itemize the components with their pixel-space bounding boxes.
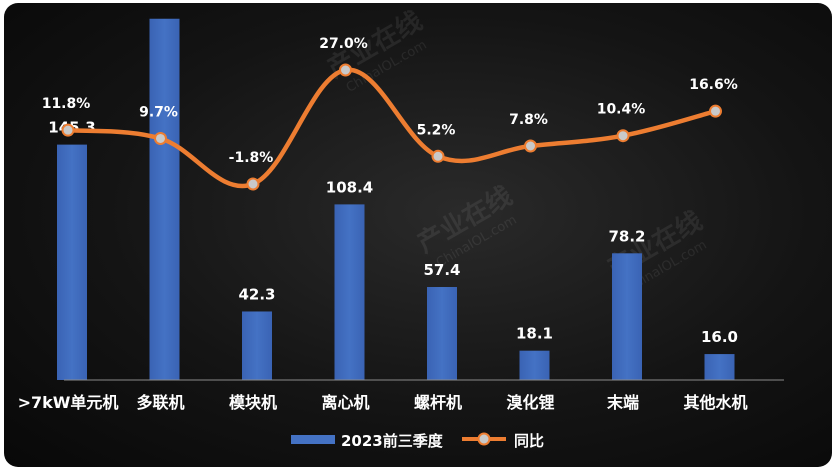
x-tick-5: 溴化锂	[506, 393, 554, 412]
yoy-label-4: 5.2%	[417, 122, 456, 138]
yoy-label-5: 7.8%	[509, 112, 548, 128]
bar-value-label-4: 57.4	[423, 261, 460, 279]
bar-6	[612, 253, 642, 380]
x-tick-7: 其他水机	[683, 393, 747, 412]
bar-1	[149, 18, 180, 381]
yoy-marker-2	[246, 177, 260, 191]
x-tick-6: 末端	[607, 393, 639, 412]
yoy-marker-7	[709, 104, 722, 118]
bars	[57, 18, 735, 381]
yoy-marker-5	[524, 139, 537, 153]
legend-item-bar: 2023前三季度	[291, 432, 444, 450]
yoy-line	[61, 63, 722, 191]
yoy-label-6: 10.4%	[597, 102, 646, 118]
bar-value-label-2: 42.3	[238, 285, 275, 303]
x-tick-2: 模块机	[229, 393, 277, 412]
bar-5	[519, 350, 550, 380]
x-tick-1: 多联机	[136, 393, 184, 412]
x-tick-0: >7kW单元机	[18, 393, 119, 412]
bar-7	[704, 354, 735, 380]
yoy-label-7: 16.6%	[689, 77, 738, 93]
chart-panel: 产业在线 ChinaIOL.com 产业在线 ChinaIOL.com 产业在线 Chin…	[4, 3, 832, 467]
yoy-label-0: 11.8%	[42, 96, 91, 112]
bar-0	[57, 144, 87, 380]
legend-marker-line	[477, 432, 491, 446]
bar-value-label-6: 78.2	[608, 227, 645, 245]
bar-value-label-5: 18.1	[516, 325, 553, 343]
yoy-marker-0	[61, 123, 75, 137]
legend: 2023前三季度 同比	[291, 432, 544, 450]
yoy-marker-1	[154, 131, 167, 145]
x-tick-4: 螺杆机	[414, 393, 462, 412]
yoy-label-1: 9.7%	[139, 104, 178, 120]
yoy-label-2: -1.8%	[229, 150, 274, 166]
legend-label-bar: 2023前三季度	[341, 432, 444, 450]
line-labels: 11.8% 9.7% -1.8% 27.0% 5.2% 7.8% 10.4% 16.6%	[42, 36, 738, 166]
x-tick-3: 离心机	[321, 393, 369, 412]
legend-item-line: 同比	[462, 432, 544, 450]
legend-swatch-bar	[291, 435, 335, 444]
yoy-marker-6	[616, 129, 630, 143]
yoy-marker-4	[431, 149, 445, 163]
yoy-label-3: 27.0%	[319, 36, 368, 52]
bar-3	[334, 204, 365, 380]
x-tick-labels: >7kW单元机 多联机 模块机 离心机 螺杆机 溴化锂 末端 其他水机	[18, 393, 748, 412]
bar-2	[242, 311, 272, 380]
bar-value-label-3: 108.4	[326, 178, 373, 196]
bar-value-label-7: 16.0	[701, 328, 738, 346]
bar-4	[427, 287, 457, 380]
yoy-marker-3	[339, 63, 352, 77]
yoy-line-path	[65, 67, 718, 189]
legend-label-line: 同比	[514, 432, 544, 450]
